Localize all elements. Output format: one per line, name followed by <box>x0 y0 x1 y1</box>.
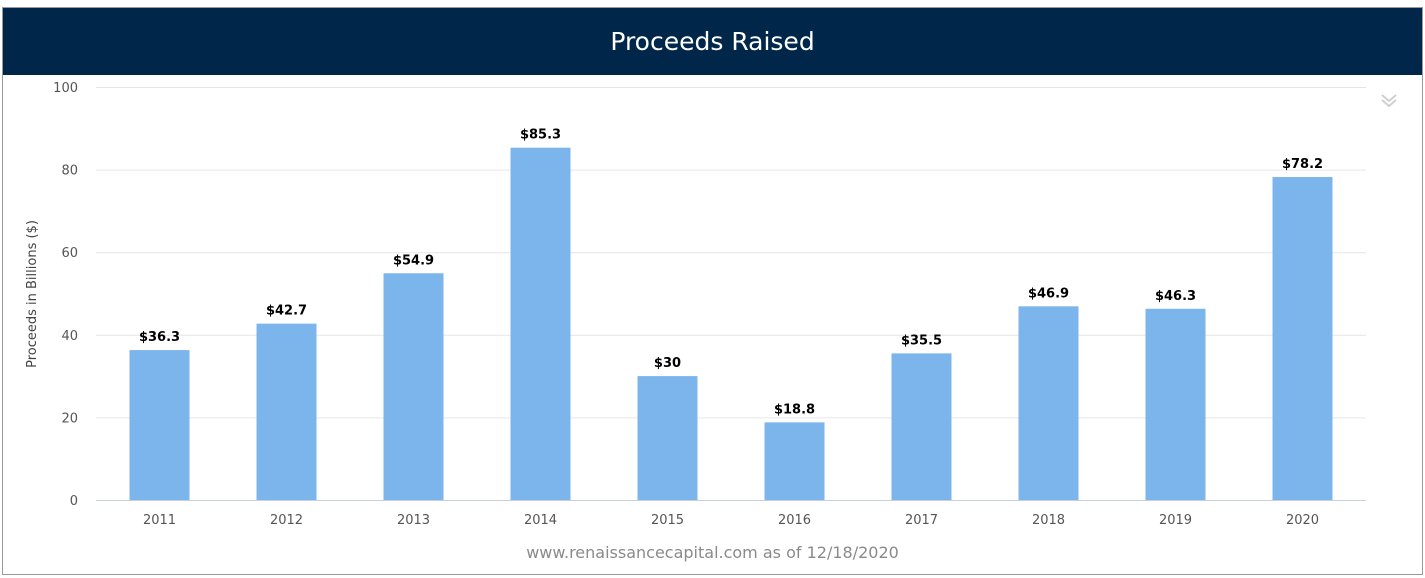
data-label-2019: $46.3 <box>1155 289 1196 304</box>
y-tick-label: 40 <box>61 329 78 344</box>
bar-2020[interactable] <box>1272 177 1333 500</box>
x-tick-label: 2011 <box>143 513 176 528</box>
y-tick-label: 100 <box>53 81 78 96</box>
x-tick-label: 2017 <box>905 513 938 528</box>
data-label-2013: $54.9 <box>393 253 434 268</box>
data-label-2020: $78.2 <box>1282 157 1323 172</box>
x-axis-ticks: 2011 2012 2013 2014 2015 2016 2017 2018 2019 2020 <box>143 513 1319 528</box>
y-tick-label: 0 <box>70 494 78 509</box>
data-label-2015: $30 <box>654 356 681 371</box>
bar-2019[interactable] <box>1145 308 1206 500</box>
bar-2013[interactable] <box>383 273 444 500</box>
data-label-2012: $42.7 <box>266 304 307 319</box>
bar-2011[interactable] <box>129 350 190 500</box>
y-tick-label: 80 <box>61 164 78 179</box>
bar-2018[interactable] <box>1018 306 1079 500</box>
x-tick-label: 2019 <box>1159 513 1192 528</box>
bar-2016[interactable] <box>764 422 825 500</box>
chevron-double-down-icon[interactable] <box>1378 90 1400 110</box>
x-tick-label: 2013 <box>397 513 430 528</box>
y-tick-label: 60 <box>61 246 78 261</box>
chart-title: Proceeds Raised <box>610 27 815 56</box>
data-label-2011: $36.3 <box>139 330 180 345</box>
data-label-2014: $85.3 <box>520 128 561 143</box>
chart-title-bar: Proceeds Raised <box>3 8 1422 75</box>
bar-2012[interactable] <box>256 323 317 500</box>
y-tick-label: 20 <box>61 411 78 426</box>
y-axis-title: Proceeds in Billions ($) <box>25 220 40 368</box>
bar-2015[interactable] <box>637 376 698 500</box>
data-label-2016: $18.8 <box>774 402 815 417</box>
bar-2014[interactable] <box>510 147 571 500</box>
x-tick-label: 2016 <box>778 513 811 528</box>
data-label-2018: $46.9 <box>1028 286 1069 301</box>
chart-container: Proceeds Raised <box>2 7 1423 575</box>
x-tick-label: 2018 <box>1032 513 1065 528</box>
x-tick-label: 2012 <box>270 513 303 528</box>
data-label-2017: $35.5 <box>901 333 942 348</box>
x-tick-label: 2014 <box>524 513 557 528</box>
x-tick-label: 2015 <box>651 513 684 528</box>
x-tick-label: 2020 <box>1286 513 1319 528</box>
source-footer: www.renaissancecapital.com as of 12/18/2… <box>526 543 899 562</box>
bar-2017[interactable] <box>891 353 952 500</box>
y-axis-ticks: 0 20 40 60 80 100 <box>53 81 78 509</box>
data-labels: $36.3 $42.7 $54.9 $85.3 $30 $18.8 $35.5 $46.9 $4… <box>139 128 1323 418</box>
bars <box>129 147 1333 500</box>
